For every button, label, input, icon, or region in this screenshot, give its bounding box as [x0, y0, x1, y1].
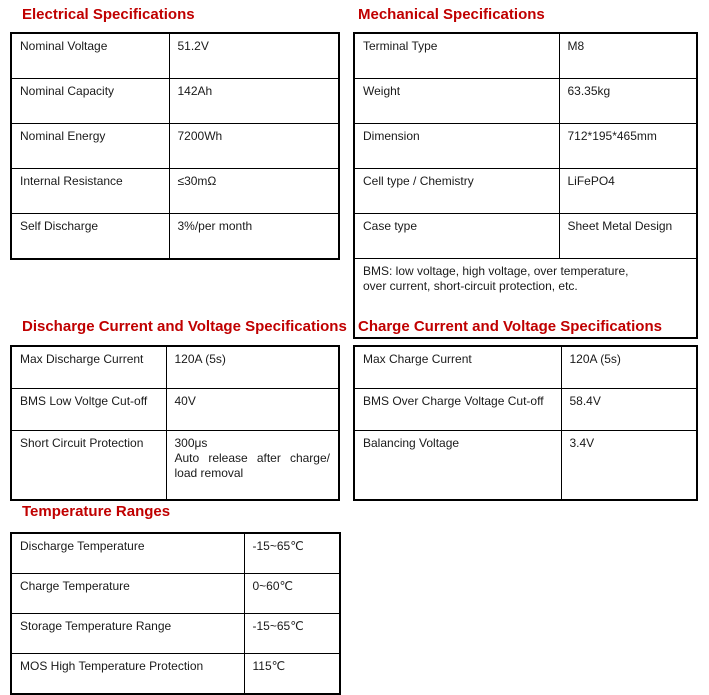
section-charge: Charge Current and Voltage Specification…: [353, 317, 698, 501]
section-electrical: Electrical Specifications Nominal Voltag…: [10, 5, 340, 260]
short-circuit-line2: Auto release after charge/: [174, 451, 331, 465]
spec-value: 115℃: [243, 653, 341, 695]
spec-value: ≤30mΩ: [168, 168, 340, 214]
spec-value: M8: [558, 32, 698, 79]
spec-value: LiFePO4: [558, 168, 698, 214]
table-row: Nominal Capacity 142Ah: [10, 78, 340, 124]
section-temperature: Temperature Ranges Discharge Temperature…: [10, 502, 341, 695]
spec-label: Cell type / Chemistry: [353, 168, 560, 214]
section-discharge: Discharge Current and Voltage Specificat…: [10, 317, 347, 501]
short-circuit-line1: 300μs: [174, 436, 208, 450]
table-row: Nominal Energy 7200Wh: [10, 123, 340, 169]
spec-value: 63.35kg: [558, 78, 698, 124]
spec-label: Discharge Temperature: [10, 532, 245, 574]
section-mechanical: Mechanical Specifications Terminal Type …: [353, 5, 698, 339]
spec-label: Max Charge Current: [353, 345, 562, 389]
spec-label: Charge Temperature: [10, 573, 245, 614]
table-row: Storage Temperature Range -15~65℃: [10, 613, 341, 654]
section-title-charge: Charge Current and Voltage Specification…: [358, 318, 662, 335]
temperature-spec-table: Discharge Temperature -15~65℃ Charge Tem…: [10, 532, 341, 695]
table-row: Max Charge Current 120A (5s): [353, 345, 698, 389]
spec-label: Balancing Voltage: [353, 430, 562, 501]
discharge-spec-table: Max Discharge Current 120A (5s) BMS Low …: [10, 345, 340, 501]
spec-label: BMS Low Voltge Cut-off: [10, 388, 167, 431]
spec-label: Nominal Voltage: [10, 32, 170, 79]
section-title-mechanical: Mechanical Specifications: [358, 6, 545, 23]
spec-label: Internal Resistance: [10, 168, 170, 214]
table-row: Internal Resistance ≤30mΩ: [10, 168, 340, 214]
spec-value: 51.2V: [168, 32, 340, 79]
table-row: Discharge Temperature -15~65℃: [10, 532, 341, 574]
spec-value: Sheet Metal Design: [558, 213, 698, 259]
table-row: Case type Sheet Metal Design: [353, 213, 698, 259]
spec-value: 142Ah: [168, 78, 340, 124]
spec-value: 712*195*465mm: [558, 123, 698, 169]
table-row-short-circuit: Short Circuit Protection 300μs Auto rele…: [10, 430, 340, 501]
table-row: Dimension 712*195*465mm: [353, 123, 698, 169]
spec-label: Self Discharge: [10, 213, 170, 260]
section-title-electrical: Electrical Specifications: [22, 6, 195, 23]
spec-label: Nominal Capacity: [10, 78, 170, 124]
table-row: Nominal Voltage 51.2V: [10, 32, 340, 79]
spec-label: Storage Temperature Range: [10, 613, 245, 654]
spec-label: Terminal Type: [353, 32, 560, 79]
table-row: Self Discharge 3%/per month: [10, 213, 340, 260]
spec-value: 7200Wh: [168, 123, 340, 169]
spec-value: 40V: [165, 388, 340, 431]
table-row: Cell type / Chemistry LiFePO4: [353, 168, 698, 214]
spec-label: Max Discharge Current: [10, 345, 167, 389]
table-row: Charge Temperature 0~60℃: [10, 573, 341, 614]
table-row: Balancing Voltage 3.4V: [353, 430, 698, 501]
spec-label: Nominal Energy: [10, 123, 170, 169]
spec-value: 58.4V: [560, 388, 698, 431]
bms-note-line2: over current, short-circuit protection, …: [363, 279, 578, 293]
spec-value: -15~65℃: [243, 613, 341, 654]
bms-note-cell: BMS: low voltage, high voltage, over tem…: [353, 258, 698, 339]
spec-value-multiline: 300μs Auto release after charge/ load re…: [165, 430, 340, 501]
spec-value: 120A (5s): [165, 345, 340, 389]
section-title-temperature: Temperature Ranges: [22, 503, 171, 520]
table-row: Max Discharge Current 120A (5s): [10, 345, 340, 389]
spec-value: 3%/per month: [168, 213, 340, 260]
section-title-discharge: Discharge Current and Voltage Specificat…: [22, 318, 347, 335]
spec-value: -15~65℃: [243, 532, 341, 574]
charge-spec-table: Max Charge Current 120A (5s) BMS Over Ch…: [353, 345, 698, 501]
spec-label: Dimension: [353, 123, 560, 169]
table-row-bms-note: BMS: low voltage, high voltage, over tem…: [353, 258, 698, 339]
table-row: Weight 63.35kg: [353, 78, 698, 124]
table-row: BMS Over Charge Voltage Cut-off 58.4V: [353, 388, 698, 431]
spec-label: Short Circuit Protection: [10, 430, 167, 501]
table-row: MOS High Temperature Protection 115℃: [10, 653, 341, 695]
electrical-spec-table: Nominal Voltage 51.2V Nominal Capacity 1…: [10, 32, 340, 260]
spec-label: Weight: [353, 78, 560, 124]
spec-value: 3.4V: [560, 430, 698, 501]
table-row: BMS Low Voltge Cut-off 40V: [10, 388, 340, 431]
spec-label: MOS High Temperature Protection: [10, 653, 245, 695]
table-row: Terminal Type M8: [353, 32, 698, 79]
spec-value: 0~60℃: [243, 573, 341, 614]
spec-label: Case type: [353, 213, 560, 259]
mechanical-spec-table: Terminal Type M8 Weight 63.35kg Dimensio…: [353, 32, 698, 339]
bms-note-line1: BMS: low voltage, high voltage, over tem…: [363, 264, 629, 278]
spec-label: BMS Over Charge Voltage Cut-off: [353, 388, 562, 431]
spec-value: 120A (5s): [560, 345, 698, 389]
short-circuit-line3: load removal: [174, 466, 244, 480]
